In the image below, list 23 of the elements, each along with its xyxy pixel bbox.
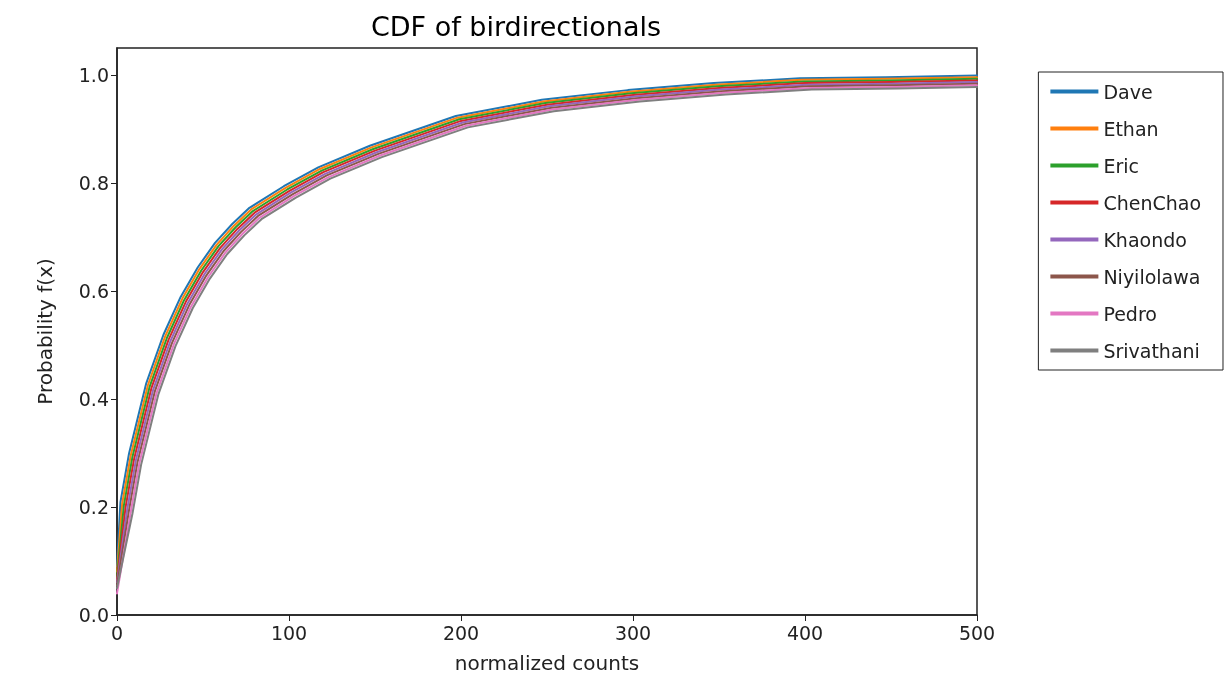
- legend-label: Ethan: [1103, 117, 1159, 140]
- x-tick-label: 300: [614, 621, 652, 644]
- x-tick-label: 100: [270, 621, 308, 644]
- y-axis-title: Probability f(x): [33, 258, 57, 405]
- x-tick-label: 0: [110, 621, 124, 644]
- y-tick-label: 0.6: [78, 280, 109, 302]
- chart-title: CDF of birdirectionals: [370, 11, 662, 42]
- y-tick-label: 0.4: [78, 388, 109, 410]
- legend-label: Eric: [1103, 154, 1139, 177]
- legend-label: Srivathani: [1103, 339, 1200, 362]
- y-tick-label: 0.2: [78, 496, 109, 518]
- y-tick-label: 1.0: [78, 64, 109, 86]
- legend-label: Pedro: [1103, 302, 1157, 325]
- x-axis-title: normalized counts: [454, 651, 640, 675]
- legend-label: Khaondo: [1103, 228, 1187, 251]
- legend-label: Niyilolawa: [1103, 265, 1201, 288]
- x-tick-label: 200: [442, 621, 480, 644]
- legend-label: Dave: [1103, 80, 1153, 103]
- y-tick-label: 0.0: [78, 604, 109, 626]
- legend-label: ChenChao: [1103, 191, 1202, 214]
- y-tick-label: 0.8: [78, 172, 109, 194]
- x-tick-label: 400: [786, 621, 824, 644]
- x-tick-label: 500: [958, 621, 996, 644]
